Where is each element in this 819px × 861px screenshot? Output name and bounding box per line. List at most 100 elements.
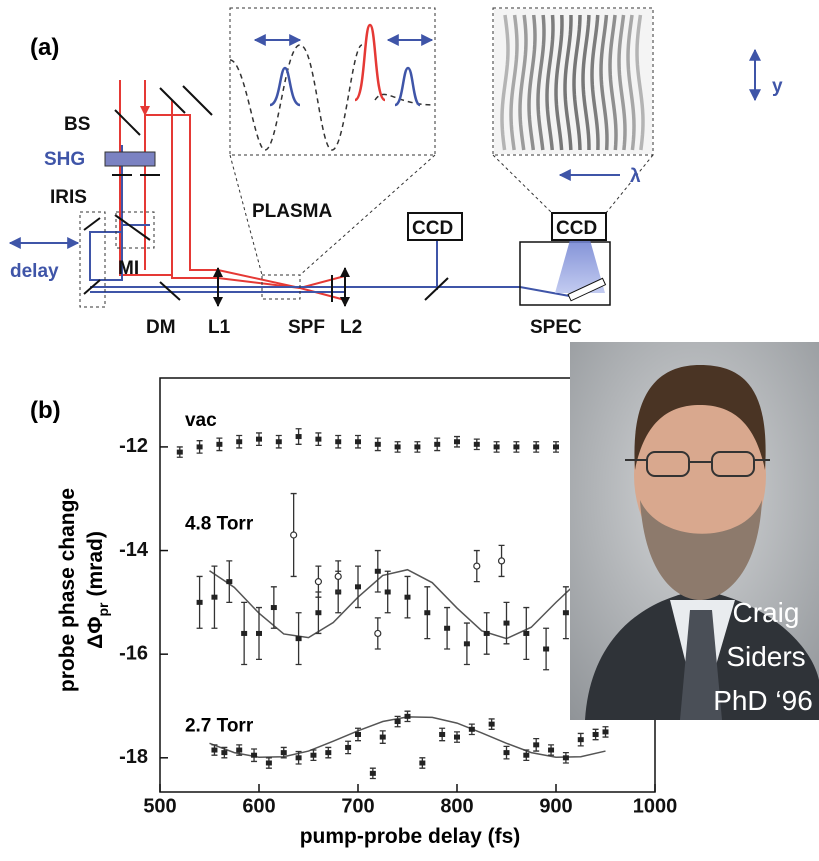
- data-point: [221, 746, 228, 759]
- fringe: [500, 14, 510, 151]
- marker: [374, 568, 381, 574]
- data-point: [424, 586, 431, 640]
- data-point: [463, 622, 470, 666]
- data-point: [404, 575, 411, 619]
- plasma-wave: [374, 93, 436, 106]
- optics: [83, 85, 449, 307]
- label: delay: [10, 261, 59, 282]
- data-point: [473, 438, 480, 451]
- data-point: [211, 744, 218, 756]
- shg-crystal: [104, 151, 156, 167]
- fit-curve: [209, 716, 606, 759]
- marker: [533, 444, 540, 450]
- label: λ: [630, 166, 641, 187]
- data-point: [290, 492, 298, 578]
- data-point: [394, 715, 401, 728]
- data-point: [314, 565, 322, 598]
- marker: [562, 755, 569, 761]
- marker: [315, 610, 322, 616]
- annotation: vac: [185, 410, 217, 431]
- marker: [256, 630, 262, 636]
- y-axis-label: probe phase change ΔΦpr (mrad): [56, 488, 111, 692]
- data-point: [211, 565, 218, 629]
- portrait-photo: Craig Siders PhD ‘96: [570, 342, 819, 720]
- marker: [236, 439, 243, 445]
- data-point: [503, 745, 510, 760]
- y-tick-label: -18: [119, 746, 148, 768]
- data-point: [335, 434, 342, 449]
- spec-box: [519, 241, 611, 306]
- data-point: [256, 432, 262, 447]
- marker: [270, 605, 277, 611]
- data-point: [439, 727, 446, 742]
- marker: [562, 610, 569, 616]
- fringe: [617, 14, 627, 151]
- data-point: [236, 744, 243, 756]
- data-point: [236, 434, 243, 449]
- fringe: [509, 14, 519, 151]
- marker: [444, 625, 451, 631]
- x-tick-label: 900: [539, 795, 572, 817]
- phase-plot: (b) pump-probe delay (fs) probe phase ch…: [30, 377, 677, 848]
- data-point: [295, 750, 302, 765]
- fringe: [626, 14, 636, 151]
- marker: [251, 752, 258, 758]
- data-point: [503, 601, 510, 645]
- data-point: [533, 441, 540, 453]
- data-point: [295, 428, 302, 445]
- arrows: [8, 34, 761, 249]
- marker: [523, 752, 530, 758]
- data-point: [473, 549, 481, 583]
- data-point: [325, 746, 332, 759]
- data-point: [379, 730, 386, 744]
- marker: [280, 750, 287, 756]
- data-point: [374, 549, 381, 593]
- annotation: 4.8 Torr: [185, 514, 254, 535]
- marker: [513, 444, 520, 450]
- marker: [394, 444, 401, 450]
- label: SPEC: [530, 317, 582, 338]
- label: CCD: [556, 218, 597, 239]
- marker: [275, 439, 282, 445]
- fringe: [563, 14, 573, 151]
- marker: [325, 750, 332, 756]
- caption-line: PhD ‘96: [713, 685, 813, 716]
- marker: [295, 434, 302, 440]
- data-point: [265, 757, 272, 769]
- data-point: [533, 737, 540, 752]
- marker: [256, 436, 262, 442]
- data-point: [543, 627, 550, 671]
- marker: [241, 630, 248, 636]
- marker: [295, 636, 302, 642]
- label: y: [772, 76, 783, 97]
- marker: [404, 713, 411, 719]
- marker: [314, 578, 322, 586]
- marker: [355, 584, 361, 590]
- data-point: [562, 751, 569, 764]
- data-point: [384, 570, 391, 614]
- glasses: [625, 451, 770, 477]
- data-point: [577, 732, 584, 747]
- label: DM: [146, 317, 176, 338]
- data-point: [196, 440, 203, 454]
- data-point: [548, 744, 555, 756]
- data-point: [310, 749, 317, 762]
- data-point: [394, 441, 401, 453]
- annotation: 2.7 Torr: [185, 716, 254, 737]
- fringe: [635, 14, 645, 151]
- y-tick-label: -14: [119, 539, 149, 561]
- ccd-box: [407, 212, 463, 241]
- data-point: [404, 710, 411, 723]
- data-point: [592, 728, 599, 741]
- face: [634, 385, 766, 565]
- marker: [602, 729, 609, 735]
- y-label-symbol: ΔΦ: [84, 617, 107, 649]
- y-label-line: ΔΦpr (mrad): [84, 531, 111, 649]
- fringe: [581, 14, 591, 151]
- data-point: [226, 560, 233, 604]
- marker: [414, 444, 421, 450]
- fringe: [554, 14, 564, 151]
- y-label-subscript: pr: [95, 602, 111, 617]
- marker: [404, 594, 411, 600]
